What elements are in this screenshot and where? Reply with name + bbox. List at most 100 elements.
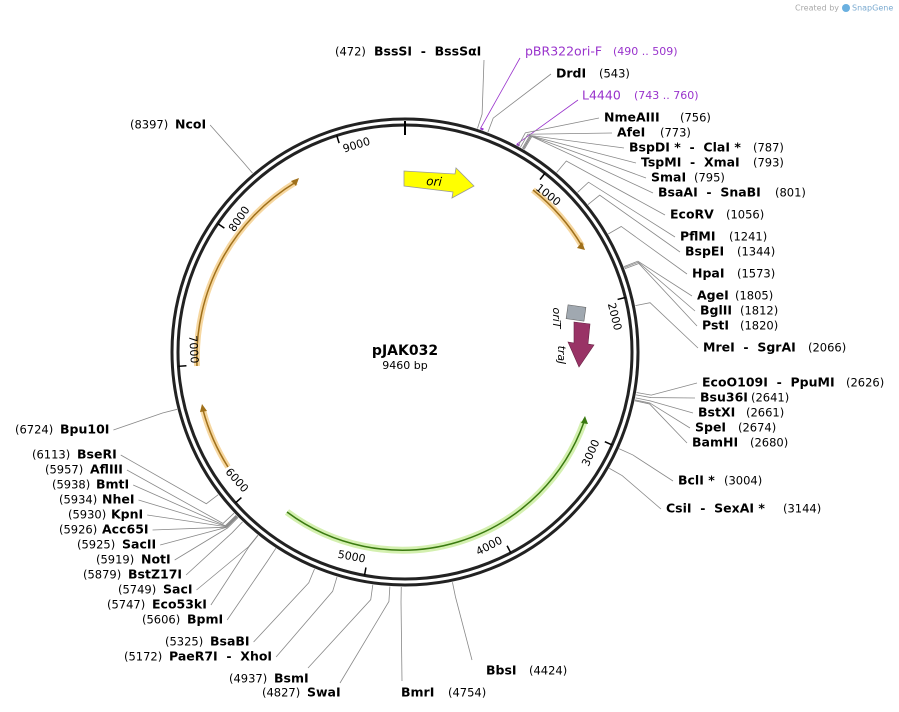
site-name: AflIII bbox=[90, 462, 123, 477]
site-name: BspEI bbox=[685, 244, 724, 259]
ring-tick bbox=[506, 545, 512, 554]
cds-head bbox=[581, 416, 588, 424]
site-leader bbox=[636, 382, 698, 396]
ori-arrow bbox=[403, 167, 475, 199]
site-leader bbox=[624, 261, 696, 312]
site-position: (5606) bbox=[142, 613, 180, 627]
site-name: DrdI bbox=[556, 66, 586, 81]
site-position: (5934) bbox=[59, 493, 97, 507]
site-name: Eco53kI bbox=[152, 597, 207, 612]
site-name: SpeI bbox=[695, 420, 726, 435]
site-name: MreI - SgrAI bbox=[703, 340, 796, 355]
traj-arrow bbox=[567, 321, 595, 368]
ring-tick-label: 3000 bbox=[579, 437, 602, 468]
site-leader bbox=[587, 194, 681, 253]
site-position: (1805) bbox=[735, 289, 773, 303]
site-name: Bpu10I bbox=[60, 422, 109, 437]
primer-name: pBR322ori-F bbox=[525, 44, 602, 59]
site-name: BsaAI - SnaBI bbox=[658, 185, 761, 200]
ring-tick-label: 9000 bbox=[341, 135, 372, 156]
ring-tick bbox=[363, 567, 367, 576]
site-name: SacII bbox=[122, 537, 156, 552]
site-leader bbox=[624, 262, 698, 327]
site-leader bbox=[634, 399, 691, 429]
site-name: HpaI bbox=[692, 266, 725, 281]
cds-halo bbox=[200, 409, 231, 469]
site-position: (3004) bbox=[724, 474, 762, 488]
site-name: BpmI bbox=[187, 612, 223, 627]
site-name: BamHI bbox=[692, 435, 738, 450]
site-leader bbox=[577, 181, 676, 238]
cds-head bbox=[200, 404, 207, 412]
site-position: (5325) bbox=[165, 635, 203, 649]
primer-mark bbox=[516, 143, 521, 147]
cds-head bbox=[577, 242, 585, 250]
site-position: (4937) bbox=[229, 672, 267, 686]
site-position: (1812) bbox=[740, 304, 778, 318]
site-leader bbox=[307, 584, 374, 669]
site-leader bbox=[138, 499, 237, 527]
site-leader bbox=[523, 135, 647, 179]
site-name: BmrI bbox=[401, 685, 434, 700]
site-name: PaeR7I - XhoI bbox=[169, 649, 272, 664]
site-position: (2641) bbox=[751, 391, 789, 405]
site-leader bbox=[152, 516, 238, 531]
logo bbox=[842, 4, 850, 12]
cds bbox=[286, 421, 585, 551]
site-name: AgeI bbox=[697, 288, 729, 303]
site-leader bbox=[517, 117, 600, 147]
site-leader bbox=[226, 548, 277, 621]
site-position: (1056) bbox=[726, 208, 764, 222]
site-name: BglII bbox=[700, 303, 732, 318]
site-leader bbox=[400, 586, 403, 682]
site-name: NcoI bbox=[175, 117, 206, 132]
site-position: (4424) bbox=[529, 664, 567, 678]
site-position: (5749) bbox=[118, 583, 156, 597]
primer-range: (743 .. 760) bbox=[634, 89, 699, 102]
site-leader bbox=[609, 467, 662, 510]
site-leader bbox=[339, 586, 391, 684]
site-leader bbox=[635, 397, 694, 414]
cds bbox=[196, 181, 297, 367]
site-position: (1241) bbox=[729, 230, 767, 244]
site-position: (2674) bbox=[738, 421, 776, 435]
site-name: NheI bbox=[102, 492, 135, 507]
ring-tick bbox=[217, 223, 225, 229]
site-position: (2626) bbox=[846, 376, 884, 390]
site-name: PflMI bbox=[680, 229, 716, 244]
site-position: (787) bbox=[753, 141, 784, 155]
site-name: BbsI bbox=[486, 663, 517, 678]
site-leader bbox=[635, 394, 696, 399]
site-leader bbox=[133, 484, 237, 527]
site-position: (6724) bbox=[15, 423, 53, 437]
site-leader bbox=[452, 582, 473, 661]
site-position: (4827) bbox=[262, 686, 300, 700]
site-name: Acc65I bbox=[102, 522, 149, 537]
site-name: KpnI bbox=[111, 507, 143, 522]
site-leader bbox=[196, 534, 259, 591]
cds bbox=[202, 409, 229, 468]
site-position: (472) bbox=[335, 45, 366, 59]
site-position: (795) bbox=[694, 171, 725, 185]
site-leader bbox=[253, 568, 315, 643]
site-name: EcoO109I - PpuMI bbox=[702, 375, 835, 390]
site-position: (6113) bbox=[32, 448, 70, 462]
ring-tick-label: 5000 bbox=[337, 548, 367, 566]
site-name: BssSI - BssSαI bbox=[374, 44, 481, 59]
site-position: (773) bbox=[660, 126, 691, 140]
primer-range: (490 .. 509) bbox=[613, 45, 678, 58]
site-name: Bsu36I bbox=[700, 390, 748, 405]
site-leader bbox=[521, 134, 625, 149]
primer-name: L4440 bbox=[582, 88, 621, 103]
site-position: (3144) bbox=[783, 502, 821, 516]
ring-tick bbox=[234, 497, 242, 504]
site-name: SacI bbox=[163, 582, 193, 597]
site-leader bbox=[635, 302, 699, 349]
site-name: CsiI - SexAI * bbox=[666, 501, 765, 516]
site-name: TspMI - XmaI bbox=[641, 155, 740, 170]
ring-tick bbox=[617, 296, 626, 301]
site-position: (4754) bbox=[448, 686, 486, 700]
ring-outer bbox=[170, 117, 640, 587]
primer-leader bbox=[480, 57, 521, 129]
